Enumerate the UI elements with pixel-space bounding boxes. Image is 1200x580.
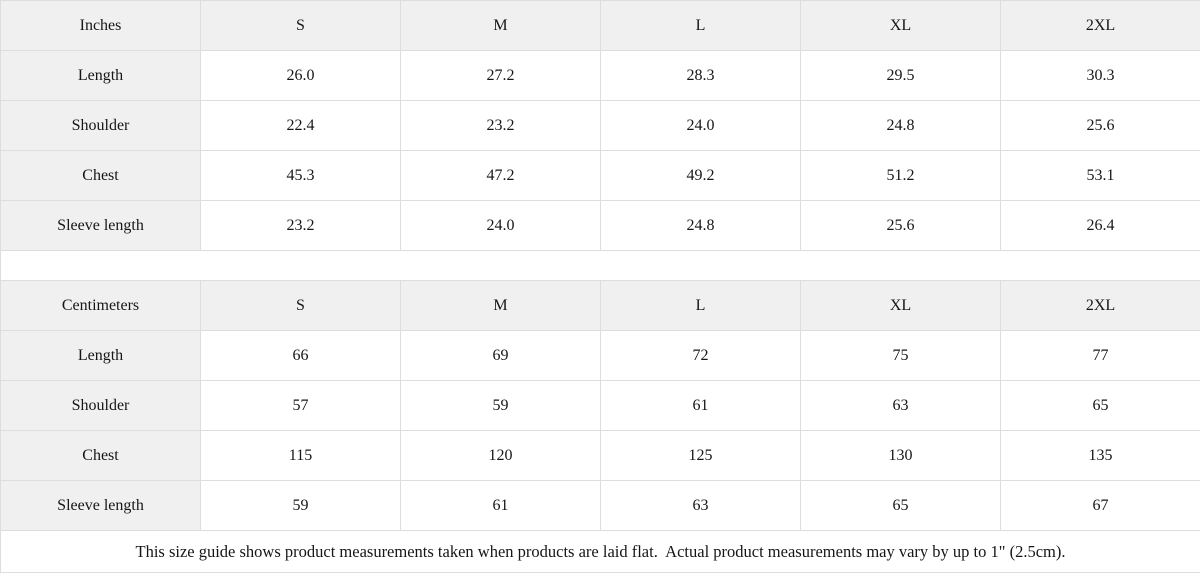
measurement-cell: 24.0 (600, 100, 801, 151)
row-label: Chest (0, 150, 201, 201)
measurement-cell: 65 (1000, 380, 1200, 431)
spacer-cell (0, 250, 1200, 281)
footer-note: This size guide shows product measuremen… (0, 530, 1200, 573)
measurement-cell: 24.8 (600, 200, 801, 251)
measurement-cell: 26.4 (1000, 200, 1200, 251)
measurement-cell: 66 (200, 330, 401, 381)
measurement-cell: 24.0 (400, 200, 601, 251)
measurement-cell: 24.8 (800, 100, 1001, 151)
row-label: Sleeve length (0, 200, 201, 251)
table-row-cm-shoulder: Shoulder 57 59 61 63 65 (0, 380, 1200, 431)
measurement-cell: 63 (600, 480, 801, 531)
measurement-cell: 30.3 (1000, 50, 1200, 101)
measurement-cell: 115 (200, 430, 401, 481)
centimeters-header-row: Centimeters S M L XL 2XL (0, 280, 1200, 331)
measurement-cell: 72 (600, 330, 801, 381)
measurement-cell: 77 (1000, 330, 1200, 381)
row-label: Shoulder (0, 100, 201, 151)
measurement-cell: 125 (600, 430, 801, 481)
row-label: Shoulder (0, 380, 201, 431)
row-label: Sleeve length (0, 480, 201, 531)
measurement-cell: 22.4 (200, 100, 401, 151)
measurement-cell: 65 (800, 480, 1001, 531)
measurement-cell: 67 (1000, 480, 1200, 531)
table-row-inches-sleeve-length: Sleeve length 23.2 24.0 24.8 25.6 26.4 (0, 200, 1200, 251)
measurement-cell: 23.2 (400, 100, 601, 151)
measurement-cell: 28.3 (600, 50, 801, 101)
size-header-s: S (200, 0, 401, 51)
table-row-cm-chest: Chest 115 120 125 130 135 (0, 430, 1200, 481)
spacer-row (0, 250, 1200, 281)
unit-header-centimeters: Centimeters (0, 280, 201, 331)
size-header-xl: XL (800, 280, 1001, 331)
measurement-cell: 130 (800, 430, 1001, 481)
measurement-cell: 27.2 (400, 50, 601, 101)
size-header-m: M (400, 280, 601, 331)
size-header-s: S (200, 280, 401, 331)
unit-header-inches: Inches (0, 0, 201, 51)
measurement-cell: 45.3 (200, 150, 401, 201)
measurement-cell: 135 (1000, 430, 1200, 481)
row-label: Chest (0, 430, 201, 481)
size-header-xl: XL (800, 0, 1001, 51)
size-header-l: L (600, 280, 801, 331)
measurement-cell: 120 (400, 430, 601, 481)
measurement-cell: 23.2 (200, 200, 401, 251)
size-header-2xl: 2XL (1000, 280, 1200, 331)
measurement-cell: 53.1 (1000, 150, 1200, 201)
measurement-cell: 29.5 (800, 50, 1001, 101)
measurement-cell: 51.2 (800, 150, 1001, 201)
measurement-cell: 59 (400, 380, 601, 431)
measurement-cell: 61 (600, 380, 801, 431)
footer-row: This size guide shows product measuremen… (0, 530, 1200, 573)
table-row-inches-shoulder: Shoulder 22.4 23.2 24.0 24.8 25.6 (0, 100, 1200, 151)
measurement-cell: 47.2 (400, 150, 601, 201)
measurement-cell: 61 (400, 480, 601, 531)
size-header-2xl: 2XL (1000, 0, 1200, 51)
measurement-cell: 25.6 (1000, 100, 1200, 151)
row-label: Length (0, 330, 201, 381)
measurement-cell: 25.6 (800, 200, 1001, 251)
table-row-cm-length: Length 66 69 72 75 77 (0, 330, 1200, 381)
inches-header-row: Inches S M L XL 2XL (0, 0, 1200, 51)
measurement-cell: 26.0 (200, 50, 401, 101)
measurement-cell: 57 (200, 380, 401, 431)
table-row-inches-chest: Chest 45.3 47.2 49.2 51.2 53.1 (0, 150, 1200, 201)
measurement-cell: 59 (200, 480, 401, 531)
measurement-cell: 63 (800, 380, 1001, 431)
table-row-inches-length: Length 26.0 27.2 28.3 29.5 30.3 (0, 50, 1200, 101)
measurement-cell: 75 (800, 330, 1001, 381)
row-label: Length (0, 50, 201, 101)
size-header-l: L (600, 0, 801, 51)
size-header-m: M (400, 0, 601, 51)
measurement-cell: 49.2 (600, 150, 801, 201)
measurement-cell: 69 (400, 330, 601, 381)
table-row-cm-sleeve-length: Sleeve length 59 61 63 65 67 (0, 480, 1200, 531)
